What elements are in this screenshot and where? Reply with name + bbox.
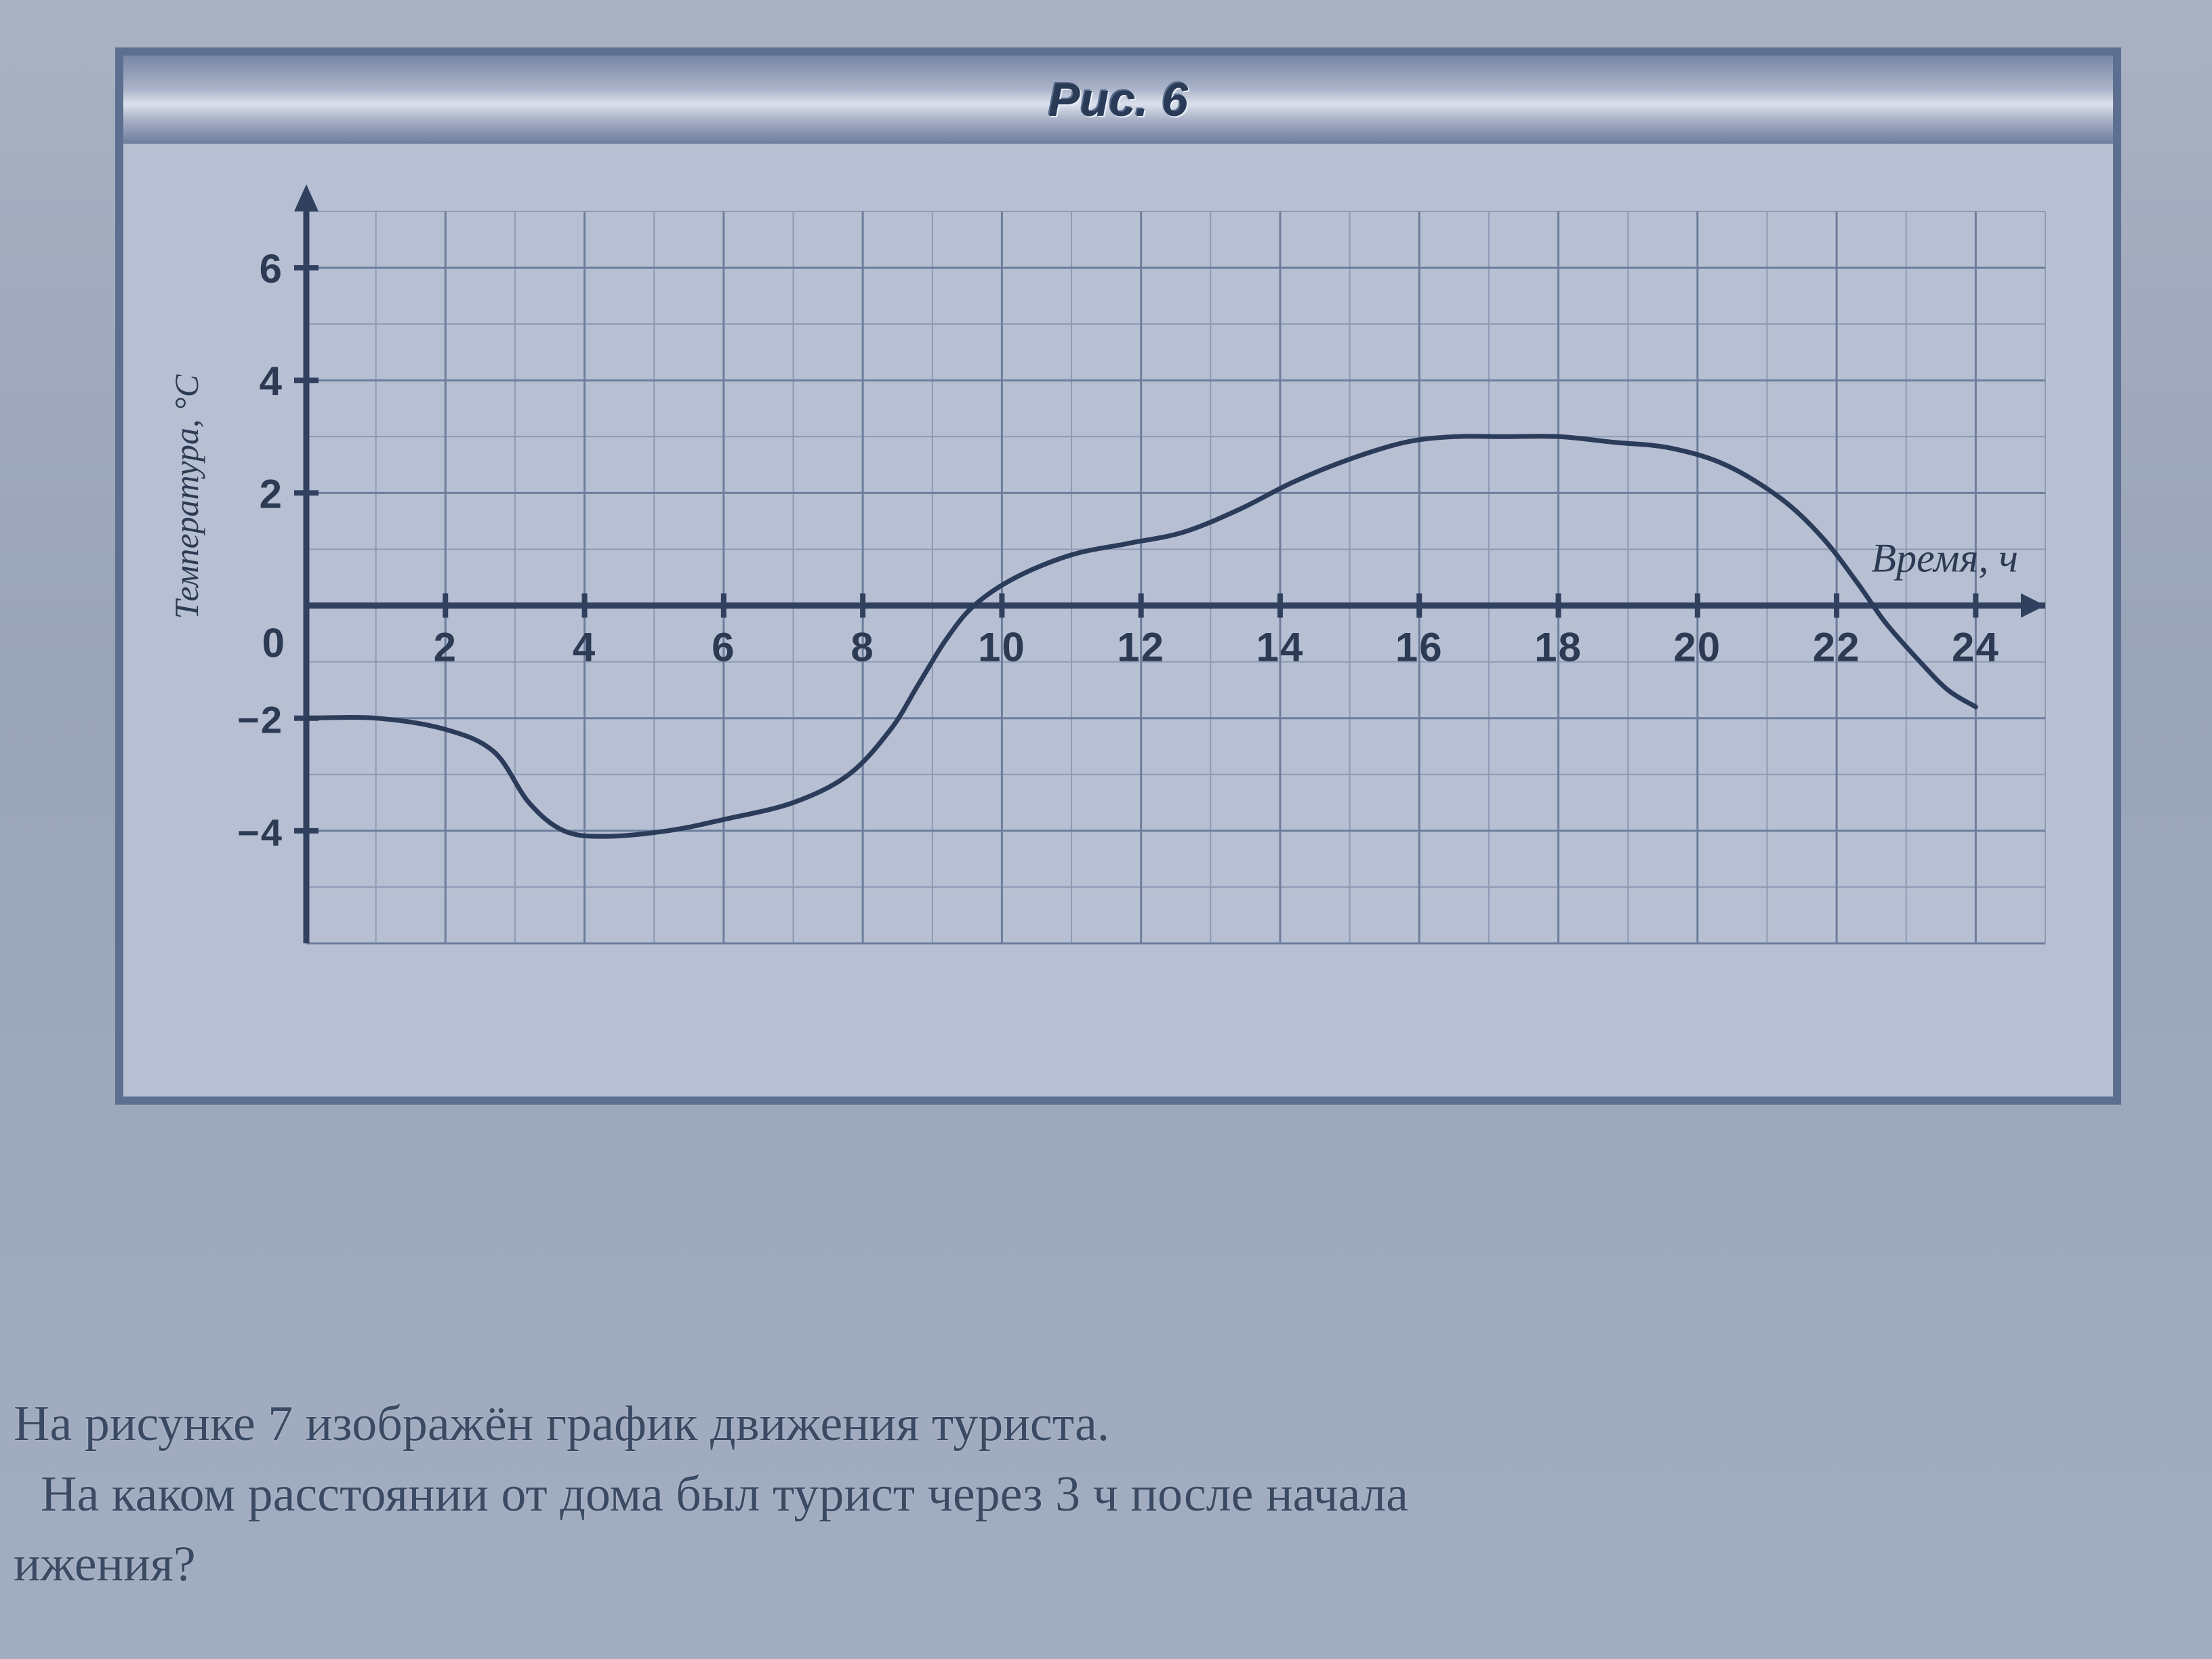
figure-title-bar: Рис. 6 [123, 56, 2113, 144]
x-axis-label: Время, ч [1871, 536, 2018, 581]
x-tick: 20 [1673, 625, 1721, 670]
x-tick: 14 [1256, 625, 1305, 670]
x-tick: 12 [1117, 625, 1165, 670]
x-tick: 4 [573, 625, 596, 670]
chart-svg: 024681012141618202224246−2−4Температура,… [150, 184, 2086, 1065]
y-tick: 2 [260, 471, 283, 516]
question-line-3: ижения? [14, 1530, 2182, 1600]
x-tick: 10 [978, 625, 1026, 670]
question-line-2: На каком расстоянии от дома был турист ч… [41, 1460, 2182, 1530]
y-tick: −2 [237, 699, 283, 741]
question-line-1: На рисунке 7 изображён график движения т… [14, 1389, 2182, 1460]
tick-zero: 0 [262, 621, 286, 666]
x-tick: 24 [1952, 625, 2000, 670]
y-tick: 6 [260, 246, 283, 291]
x-tick: 18 [1534, 625, 1582, 670]
x-tick: 8 [851, 625, 874, 670]
question-text: На рисунке 7 изображён график движения т… [14, 1389, 2182, 1600]
y-axis-label: Температура, °С [167, 374, 205, 619]
y-tick: 4 [260, 359, 283, 404]
x-tick: 6 [712, 625, 735, 670]
plot-area: 024681012141618202224246−2−4Температура,… [150, 184, 2086, 1065]
figure-title: Рис. 6 [1048, 73, 1188, 127]
page-root: Рис. 6 024681012141618202224246−2−4Темпе… [0, 0, 2212, 1659]
x-tick: 2 [434, 625, 457, 670]
figure-frame: Рис. 6 024681012141618202224246−2−4Темпе… [115, 47, 2121, 1105]
y-tick: −4 [237, 811, 283, 854]
x-tick: 22 [1813, 625, 1861, 670]
x-tick: 16 [1395, 625, 1443, 670]
